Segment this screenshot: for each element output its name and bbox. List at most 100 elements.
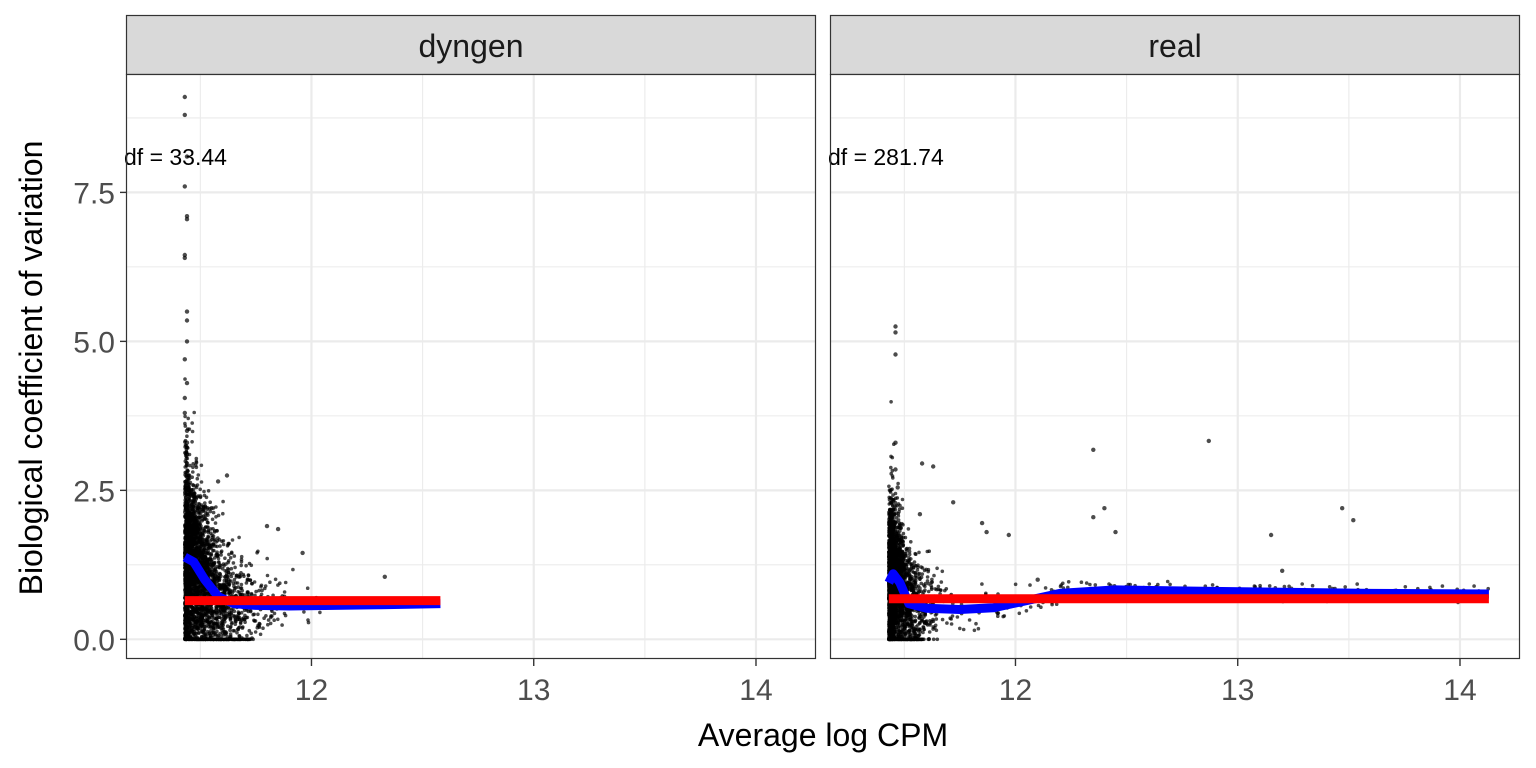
data-point bbox=[186, 416, 190, 421]
data-point bbox=[193, 623, 198, 627]
data-point bbox=[219, 634, 223, 639]
data-point bbox=[919, 565, 923, 569]
data-point bbox=[187, 543, 191, 547]
data-point bbox=[232, 584, 236, 588]
data-point bbox=[253, 630, 258, 634]
data-point bbox=[188, 590, 193, 594]
data-point bbox=[253, 619, 258, 623]
data-point bbox=[212, 556, 217, 560]
data-point bbox=[918, 586, 922, 590]
data-point bbox=[203, 525, 208, 529]
data-point bbox=[272, 611, 277, 616]
data-point bbox=[206, 520, 210, 525]
data-point bbox=[183, 424, 188, 428]
data-point bbox=[223, 569, 227, 573]
data-point bbox=[229, 622, 234, 626]
data-point bbox=[191, 462, 195, 466]
data-point bbox=[256, 612, 260, 617]
data-point bbox=[215, 479, 221, 484]
data-point bbox=[206, 563, 210, 568]
data-point bbox=[230, 538, 235, 542]
data-point bbox=[221, 499, 225, 504]
data-point bbox=[187, 473, 192, 478]
data-point bbox=[895, 504, 899, 508]
data-point bbox=[211, 567, 216, 572]
data-point bbox=[222, 582, 226, 587]
data-point bbox=[220, 637, 224, 642]
data-point bbox=[249, 631, 253, 636]
data-point bbox=[184, 380, 190, 386]
data-point bbox=[900, 620, 905, 625]
data-point bbox=[184, 591, 188, 595]
data-point bbox=[260, 588, 264, 593]
df-annotation-dyngen: df = 33.44 bbox=[124, 144, 227, 170]
data-point bbox=[263, 584, 268, 588]
data-point bbox=[238, 592, 242, 597]
data-point bbox=[972, 628, 977, 633]
data-point bbox=[209, 559, 214, 563]
data-point bbox=[252, 580, 257, 584]
data-point bbox=[203, 504, 208, 508]
data-point bbox=[183, 510, 187, 514]
data-point bbox=[198, 621, 203, 626]
data-point bbox=[269, 614, 273, 618]
data-point bbox=[248, 578, 253, 583]
data-point bbox=[210, 517, 215, 522]
panel-real: real df = 281.74 bbox=[828, 14, 1521, 660]
data-point bbox=[239, 554, 244, 559]
data-point bbox=[235, 581, 240, 585]
data-point bbox=[1002, 614, 1007, 618]
data-point bbox=[1210, 583, 1215, 587]
data-point bbox=[213, 611, 217, 615]
data-point bbox=[190, 475, 194, 480]
data-point bbox=[223, 556, 227, 560]
data-point bbox=[896, 481, 900, 486]
data-point bbox=[967, 618, 972, 622]
data-point bbox=[1013, 582, 1018, 587]
data-point bbox=[208, 500, 212, 505]
data-point bbox=[239, 563, 243, 568]
data-point bbox=[226, 543, 230, 547]
data-point bbox=[183, 504, 187, 508]
data-point bbox=[926, 589, 931, 594]
data-point bbox=[232, 629, 237, 633]
data-point bbox=[251, 612, 255, 617]
data-point bbox=[1327, 585, 1332, 589]
data-point bbox=[182, 112, 187, 118]
data-point bbox=[203, 510, 208, 515]
data-point bbox=[1039, 605, 1043, 609]
data-point bbox=[264, 523, 270, 529]
data-point bbox=[264, 614, 268, 618]
data-point bbox=[184, 608, 188, 612]
data-point bbox=[206, 610, 210, 615]
data-point bbox=[246, 590, 250, 594]
data-point bbox=[195, 476, 200, 481]
data-point bbox=[226, 559, 231, 563]
data-point bbox=[182, 94, 187, 100]
data-point bbox=[184, 498, 189, 503]
data-point bbox=[275, 526, 281, 532]
data-point bbox=[206, 513, 210, 517]
data-point bbox=[272, 618, 277, 622]
data-point bbox=[184, 428, 190, 433]
data-point bbox=[211, 542, 216, 547]
data-point bbox=[1310, 583, 1315, 588]
data-point bbox=[939, 588, 943, 592]
data-point bbox=[213, 626, 217, 630]
data-point bbox=[934, 617, 939, 621]
data-point bbox=[240, 588, 244, 593]
data-point bbox=[191, 483, 196, 488]
data-point bbox=[318, 610, 322, 615]
data-point bbox=[241, 637, 246, 642]
data-point bbox=[228, 588, 232, 592]
data-point bbox=[184, 440, 190, 445]
data-point bbox=[913, 571, 917, 575]
data-point bbox=[950, 614, 955, 618]
data-point bbox=[185, 434, 189, 439]
data-point bbox=[232, 577, 237, 582]
data-point bbox=[184, 309, 190, 314]
data-point bbox=[208, 509, 213, 514]
data-point bbox=[239, 610, 244, 615]
data-point bbox=[210, 533, 214, 537]
